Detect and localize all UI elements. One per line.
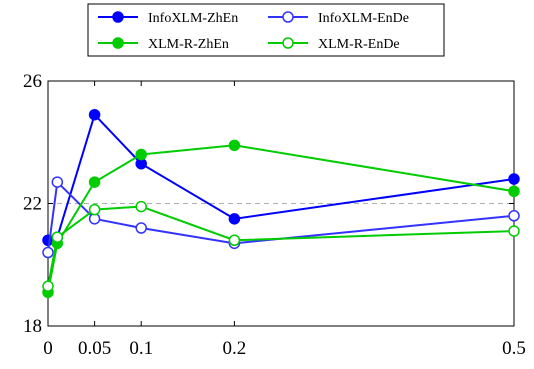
- x-tick-label: 0.05: [78, 338, 111, 359]
- data-point: [135, 148, 147, 161]
- legend-marker: [112, 11, 124, 23]
- data-point: [135, 200, 147, 213]
- data-point: [88, 108, 101, 121]
- series-line: [47, 205, 515, 287]
- x-tick-label: 0.1: [129, 338, 153, 359]
- legend-label: InfoXLM-ZhEn: [148, 11, 238, 26]
- data-point: [508, 173, 520, 185]
- y-tick-label: 22: [23, 194, 42, 215]
- data-point: [42, 246, 54, 259]
- data-point: [88, 203, 101, 216]
- data-point: [42, 234, 54, 246]
- series-line: [47, 144, 515, 293]
- series-line: [47, 179, 515, 253]
- x-tick-label: 0.2: [223, 338, 247, 359]
- legend-label: InfoXLM-EnDe: [318, 11, 409, 26]
- legend-label: XLM-R-ZhEn: [148, 37, 229, 52]
- data-point: [51, 231, 64, 243]
- plot-area: 18 22 26 0 0.05 0.1 0.2 0.5: [23, 71, 526, 359]
- y-tick-label: 26: [23, 71, 42, 92]
- x-tick-label: 0: [43, 338, 53, 359]
- data-point: [51, 176, 64, 188]
- data-point: [42, 280, 54, 292]
- legend-marker: [282, 11, 294, 23]
- legend-label: XLM-R-EnDe: [318, 37, 400, 52]
- data-point: [88, 176, 101, 188]
- data-point: [228, 234, 241, 246]
- series-line: [47, 112, 515, 242]
- data-point: [228, 139, 241, 152]
- data-point: [228, 213, 241, 225]
- data-point: [508, 185, 520, 197]
- legend: InfoXLM-ZhEn InfoXLM-EnDe XLM-R-ZhEn XLM-R-…: [87, 3, 445, 57]
- legend-marker: [112, 37, 124, 49]
- legend-box: [87, 3, 445, 57]
- data-point: [135, 222, 147, 234]
- x-tick-label: 0.5: [502, 338, 526, 359]
- legend-marker: [282, 37, 294, 49]
- y-tick-label: 18: [23, 316, 42, 337]
- data-point: [508, 210, 520, 222]
- data-point: [508, 225, 520, 237]
